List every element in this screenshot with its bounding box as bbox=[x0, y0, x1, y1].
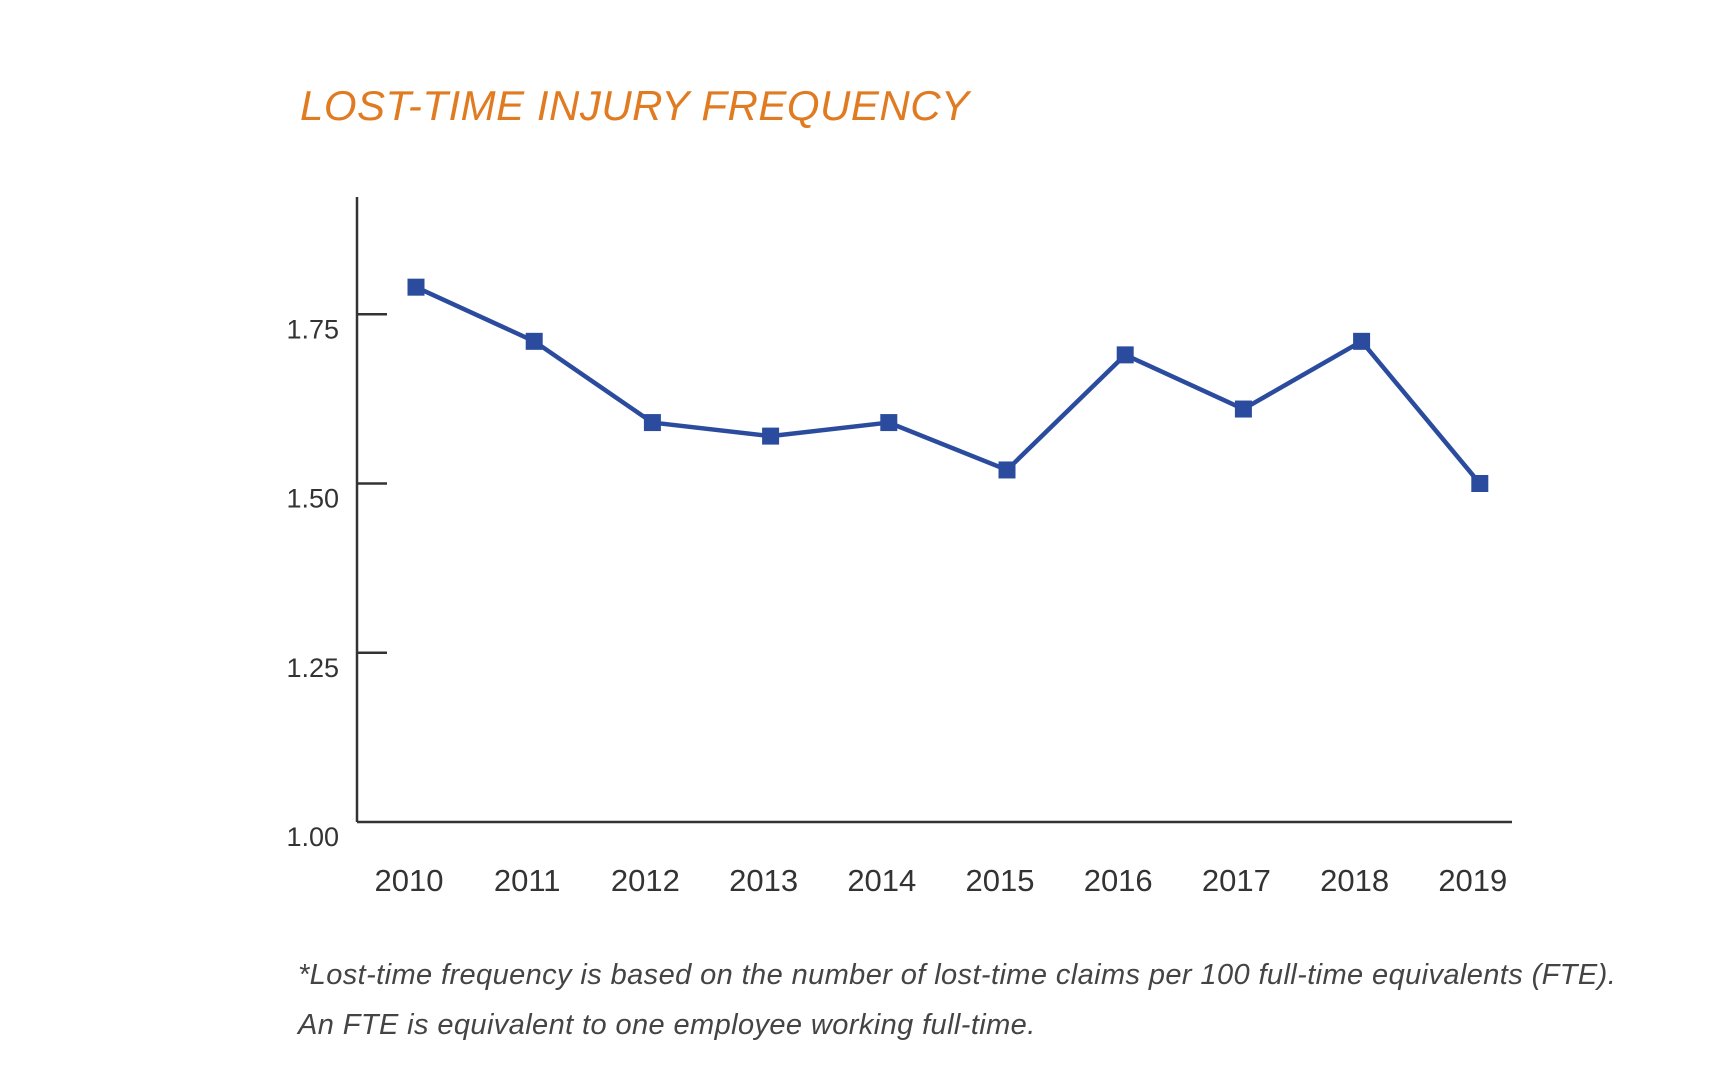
data-point-marker bbox=[880, 414, 898, 432]
series-line bbox=[415, 285, 1482, 485]
x-tick-label: 2013 bbox=[729, 863, 798, 898]
data-point-marker bbox=[525, 332, 543, 350]
data-point-marker bbox=[1471, 475, 1489, 492]
y-tick-label: 1.75 bbox=[286, 314, 339, 344]
x-axis-ticks: 2010 2011 2012 2013 2014 2015 2016 2017 2018 2019 bbox=[375, 863, 1508, 898]
x-tick-label: 2010 bbox=[375, 863, 444, 898]
y-axis-ticks: 1.00 1.25 1.50 1.75 bbox=[286, 313, 387, 852]
data-point-marker bbox=[1116, 346, 1134, 364]
x-tick-label: 2019 bbox=[1438, 863, 1507, 898]
x-tick-label: 2011 bbox=[494, 863, 561, 898]
x-tick-label: 2016 bbox=[1084, 863, 1153, 898]
x-tick-label: 2018 bbox=[1320, 863, 1389, 898]
x-tick-label: 2015 bbox=[966, 863, 1035, 898]
data-point-marker bbox=[643, 414, 661, 432]
chart-axes bbox=[355, 197, 1512, 824]
data-point-marker bbox=[1234, 400, 1252, 418]
data-point-marker bbox=[998, 461, 1016, 479]
data-point-marker bbox=[762, 427, 780, 445]
x-tick-label: 2012 bbox=[611, 863, 680, 898]
y-tick-label: 1.00 bbox=[286, 822, 339, 852]
data-series bbox=[407, 278, 1489, 492]
data-point-marker bbox=[407, 278, 425, 296]
footnote: *Lost-time frequency is based on the num… bbox=[298, 959, 1617, 1041]
y-tick-label: 1.50 bbox=[286, 484, 339, 514]
data-point-marker bbox=[1353, 332, 1371, 350]
x-tick-label: 2017 bbox=[1202, 863, 1271, 898]
x-tick-label: 2014 bbox=[847, 863, 916, 898]
y-tick-label: 1.25 bbox=[286, 653, 339, 683]
chart-title: LOST-TIME INJURY FREQUENCY bbox=[300, 82, 970, 129]
